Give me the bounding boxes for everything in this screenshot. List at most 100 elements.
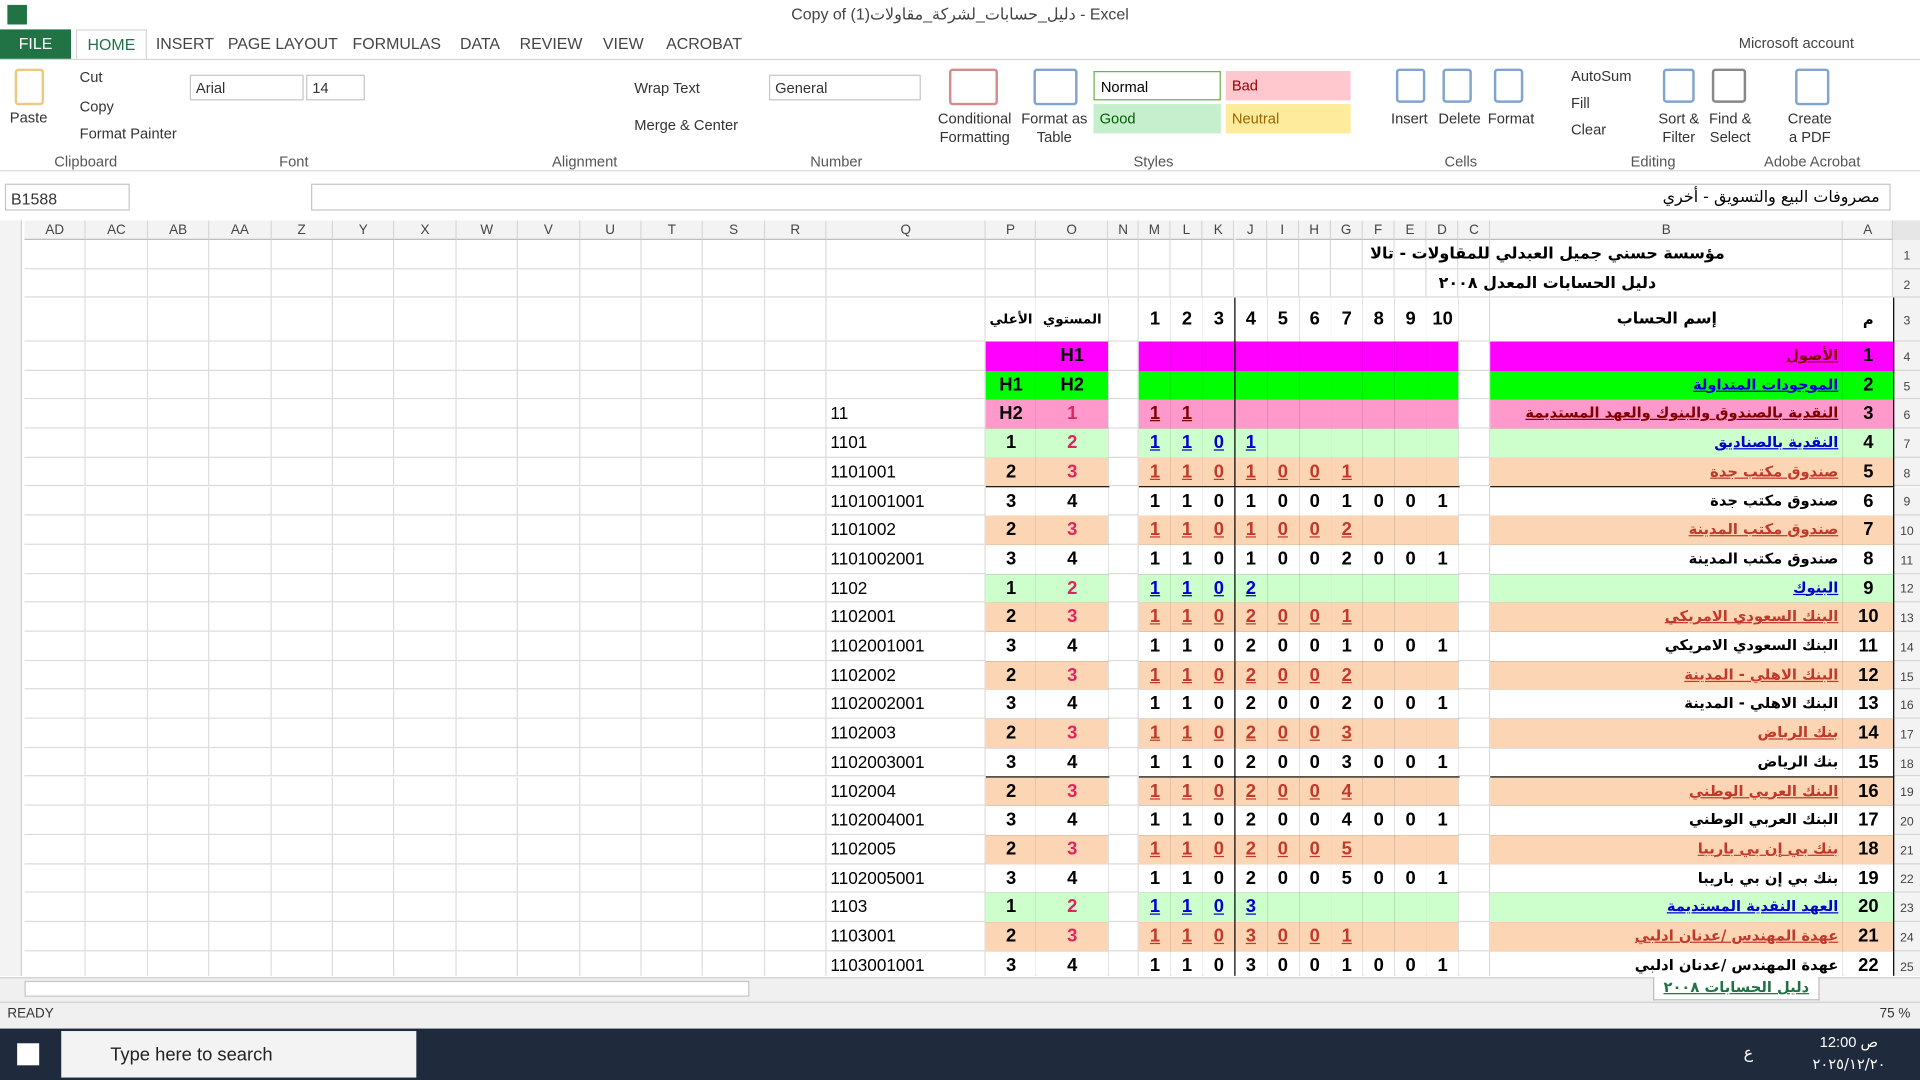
cell[interactable] [1394, 341, 1428, 372]
cell[interactable] [641, 776, 704, 806]
column-header[interactable]: Z [271, 220, 334, 240]
cell[interactable] [579, 515, 642, 545]
cell[interactable] [209, 269, 272, 298]
bad[interactable]: Bad [1225, 71, 1351, 101]
cell[interactable] [86, 689, 148, 719]
cell[interactable] [86, 428, 148, 458]
cell[interactable] [1170, 240, 1203, 270]
cell[interactable] [24, 240, 87, 270]
cell[interactable] [985, 893, 1038, 924]
cell[interactable] [1108, 718, 1140, 748]
cell[interactable] [1458, 834, 1491, 864]
row-header[interactable]: 23 [1893, 893, 1920, 923]
cell[interactable] [1298, 341, 1332, 372]
cell[interactable] [765, 370, 827, 400]
cell[interactable] [518, 240, 580, 270]
cell[interactable] [1843, 922, 1895, 953]
cell[interactable] [24, 805, 87, 835]
cell[interactable] [1330, 370, 1364, 401]
cell[interactable] [579, 951, 642, 976]
column-header[interactable]: E [1394, 220, 1427, 240]
row-header[interactable]: 25 [1893, 951, 1920, 976]
cell[interactable] [703, 370, 766, 400]
column-header[interactable]: R [765, 220, 827, 240]
cell[interactable] [86, 341, 148, 371]
cell[interactable] [1362, 776, 1396, 808]
cell[interactable] [147, 631, 210, 661]
cell[interactable] [456, 893, 519, 923]
cell[interactable] [394, 399, 457, 429]
format-painter[interactable]: Format Painter [79, 124, 177, 143]
cell[interactable] [1490, 951, 1845, 976]
cell[interactable] [271, 573, 334, 603]
cell[interactable] [1298, 428, 1332, 459]
cell[interactable] [1458, 863, 1491, 893]
cell[interactable] [765, 573, 827, 603]
cell[interactable] [24, 922, 87, 952]
cell[interactable] [1108, 805, 1140, 835]
cell[interactable] [985, 341, 1038, 372]
cell[interactable] [641, 602, 704, 632]
cell[interactable] [826, 776, 986, 806]
cell[interactable] [147, 660, 210, 690]
cell[interactable] [456, 863, 519, 893]
ribbon-tab[interactable]: VIEW [602, 34, 644, 53]
cell[interactable] [826, 747, 986, 777]
cell[interactable] [1394, 428, 1428, 459]
cell[interactable] [456, 834, 519, 864]
cell[interactable] [1266, 370, 1301, 401]
cell[interactable] [518, 370, 580, 400]
cell[interactable] [703, 544, 766, 574]
cell[interactable] [1108, 457, 1140, 487]
cell[interactable] [1234, 399, 1269, 430]
cell[interactable] [147, 240, 210, 270]
cell[interactable] [703, 951, 766, 976]
cell[interactable] [1330, 428, 1364, 459]
cell[interactable] [209, 370, 272, 400]
cell[interactable] [1362, 515, 1396, 546]
cell[interactable] [703, 297, 766, 342]
cell[interactable] [1426, 269, 1459, 298]
cell[interactable] [86, 660, 148, 690]
cell[interactable] [703, 341, 766, 371]
cell[interactable] [147, 544, 210, 574]
cell[interactable] [518, 515, 580, 545]
cell[interactable] [826, 922, 986, 952]
cell[interactable] [209, 893, 272, 923]
cell[interactable] [394, 573, 457, 603]
cell[interactable] [765, 240, 827, 270]
cell[interactable] [1170, 341, 1205, 372]
format[interactable]: Format [1487, 110, 1535, 128]
cell[interactable] [985, 544, 1038, 575]
cell[interactable] [1298, 893, 1332, 924]
cell[interactable] [1266, 269, 1299, 298]
cell[interactable] [333, 834, 395, 864]
cell[interactable] [1362, 805, 1396, 837]
cell[interactable] [86, 631, 148, 661]
cell[interactable] [333, 602, 395, 632]
cell[interactable] [209, 863, 272, 893]
cell[interactable] [24, 269, 87, 298]
cell[interactable] [1362, 269, 1395, 298]
cell[interactable] [826, 660, 986, 690]
cell[interactable] [1426, 660, 1460, 692]
cell[interactable] [271, 240, 334, 270]
column-header[interactable]: K [1202, 220, 1235, 240]
cell[interactable] [1266, 922, 1301, 953]
cell[interactable] [641, 660, 704, 690]
cell[interactable] [765, 660, 827, 690]
cell[interactable] [1426, 428, 1460, 459]
cell[interactable] [826, 631, 986, 661]
column-header[interactable]: B [1490, 220, 1844, 240]
cell[interactable] [147, 297, 210, 342]
cell[interactable] [209, 922, 272, 952]
cell[interactable] [703, 486, 766, 516]
cell[interactable] [579, 370, 642, 400]
cell[interactable] [1036, 747, 1110, 779]
cell[interactable] [518, 893, 580, 923]
cell[interactable] [271, 602, 334, 632]
row-header[interactable]: 24 [1893, 922, 1920, 952]
cell[interactable] [703, 269, 766, 298]
column-header[interactable]: W [456, 220, 519, 240]
cell[interactable] [1490, 269, 1844, 298]
